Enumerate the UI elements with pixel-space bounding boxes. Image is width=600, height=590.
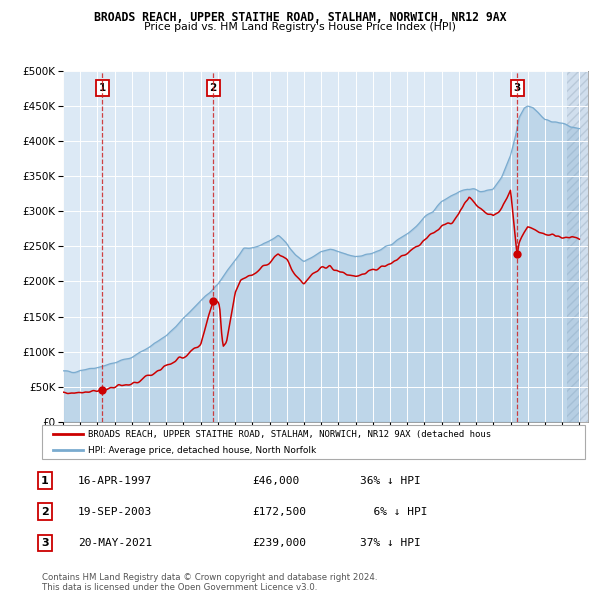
Text: 6% ↓ HPI: 6% ↓ HPI [360,507,427,517]
Text: This data is licensed under the Open Government Licence v3.0.: This data is licensed under the Open Gov… [42,583,317,590]
Text: BROADS REACH, UPPER STAITHE ROAD, STALHAM, NORWICH, NR12 9AX (detached hous: BROADS REACH, UPPER STAITHE ROAD, STALHA… [88,430,491,438]
Text: 20-MAY-2021: 20-MAY-2021 [78,538,152,548]
Text: 37% ↓ HPI: 37% ↓ HPI [360,538,421,548]
Text: HPI: Average price, detached house, North Norfolk: HPI: Average price, detached house, Nort… [88,446,316,455]
Text: £46,000: £46,000 [252,476,299,486]
Text: 3: 3 [41,538,49,548]
Text: Contains HM Land Registry data © Crown copyright and database right 2024.: Contains HM Land Registry data © Crown c… [42,573,377,582]
Text: 19-SEP-2003: 19-SEP-2003 [78,507,152,517]
Bar [568,71,588,422]
Text: 1: 1 [99,83,106,93]
Text: 36% ↓ HPI: 36% ↓ HPI [360,476,421,486]
Text: £172,500: £172,500 [252,507,306,517]
Text: 16-APR-1997: 16-APR-1997 [78,476,152,486]
Text: 2: 2 [41,507,49,517]
Text: 3: 3 [514,83,521,93]
Text: £239,000: £239,000 [252,538,306,548]
Text: BROADS REACH, UPPER STAITHE ROAD, STALHAM, NORWICH, NR12 9AX: BROADS REACH, UPPER STAITHE ROAD, STALHA… [94,11,506,24]
Text: 2: 2 [209,83,217,93]
Text: Price paid vs. HM Land Registry's House Price Index (HPI): Price paid vs. HM Land Registry's House … [144,22,456,32]
Text: 1: 1 [41,476,49,486]
